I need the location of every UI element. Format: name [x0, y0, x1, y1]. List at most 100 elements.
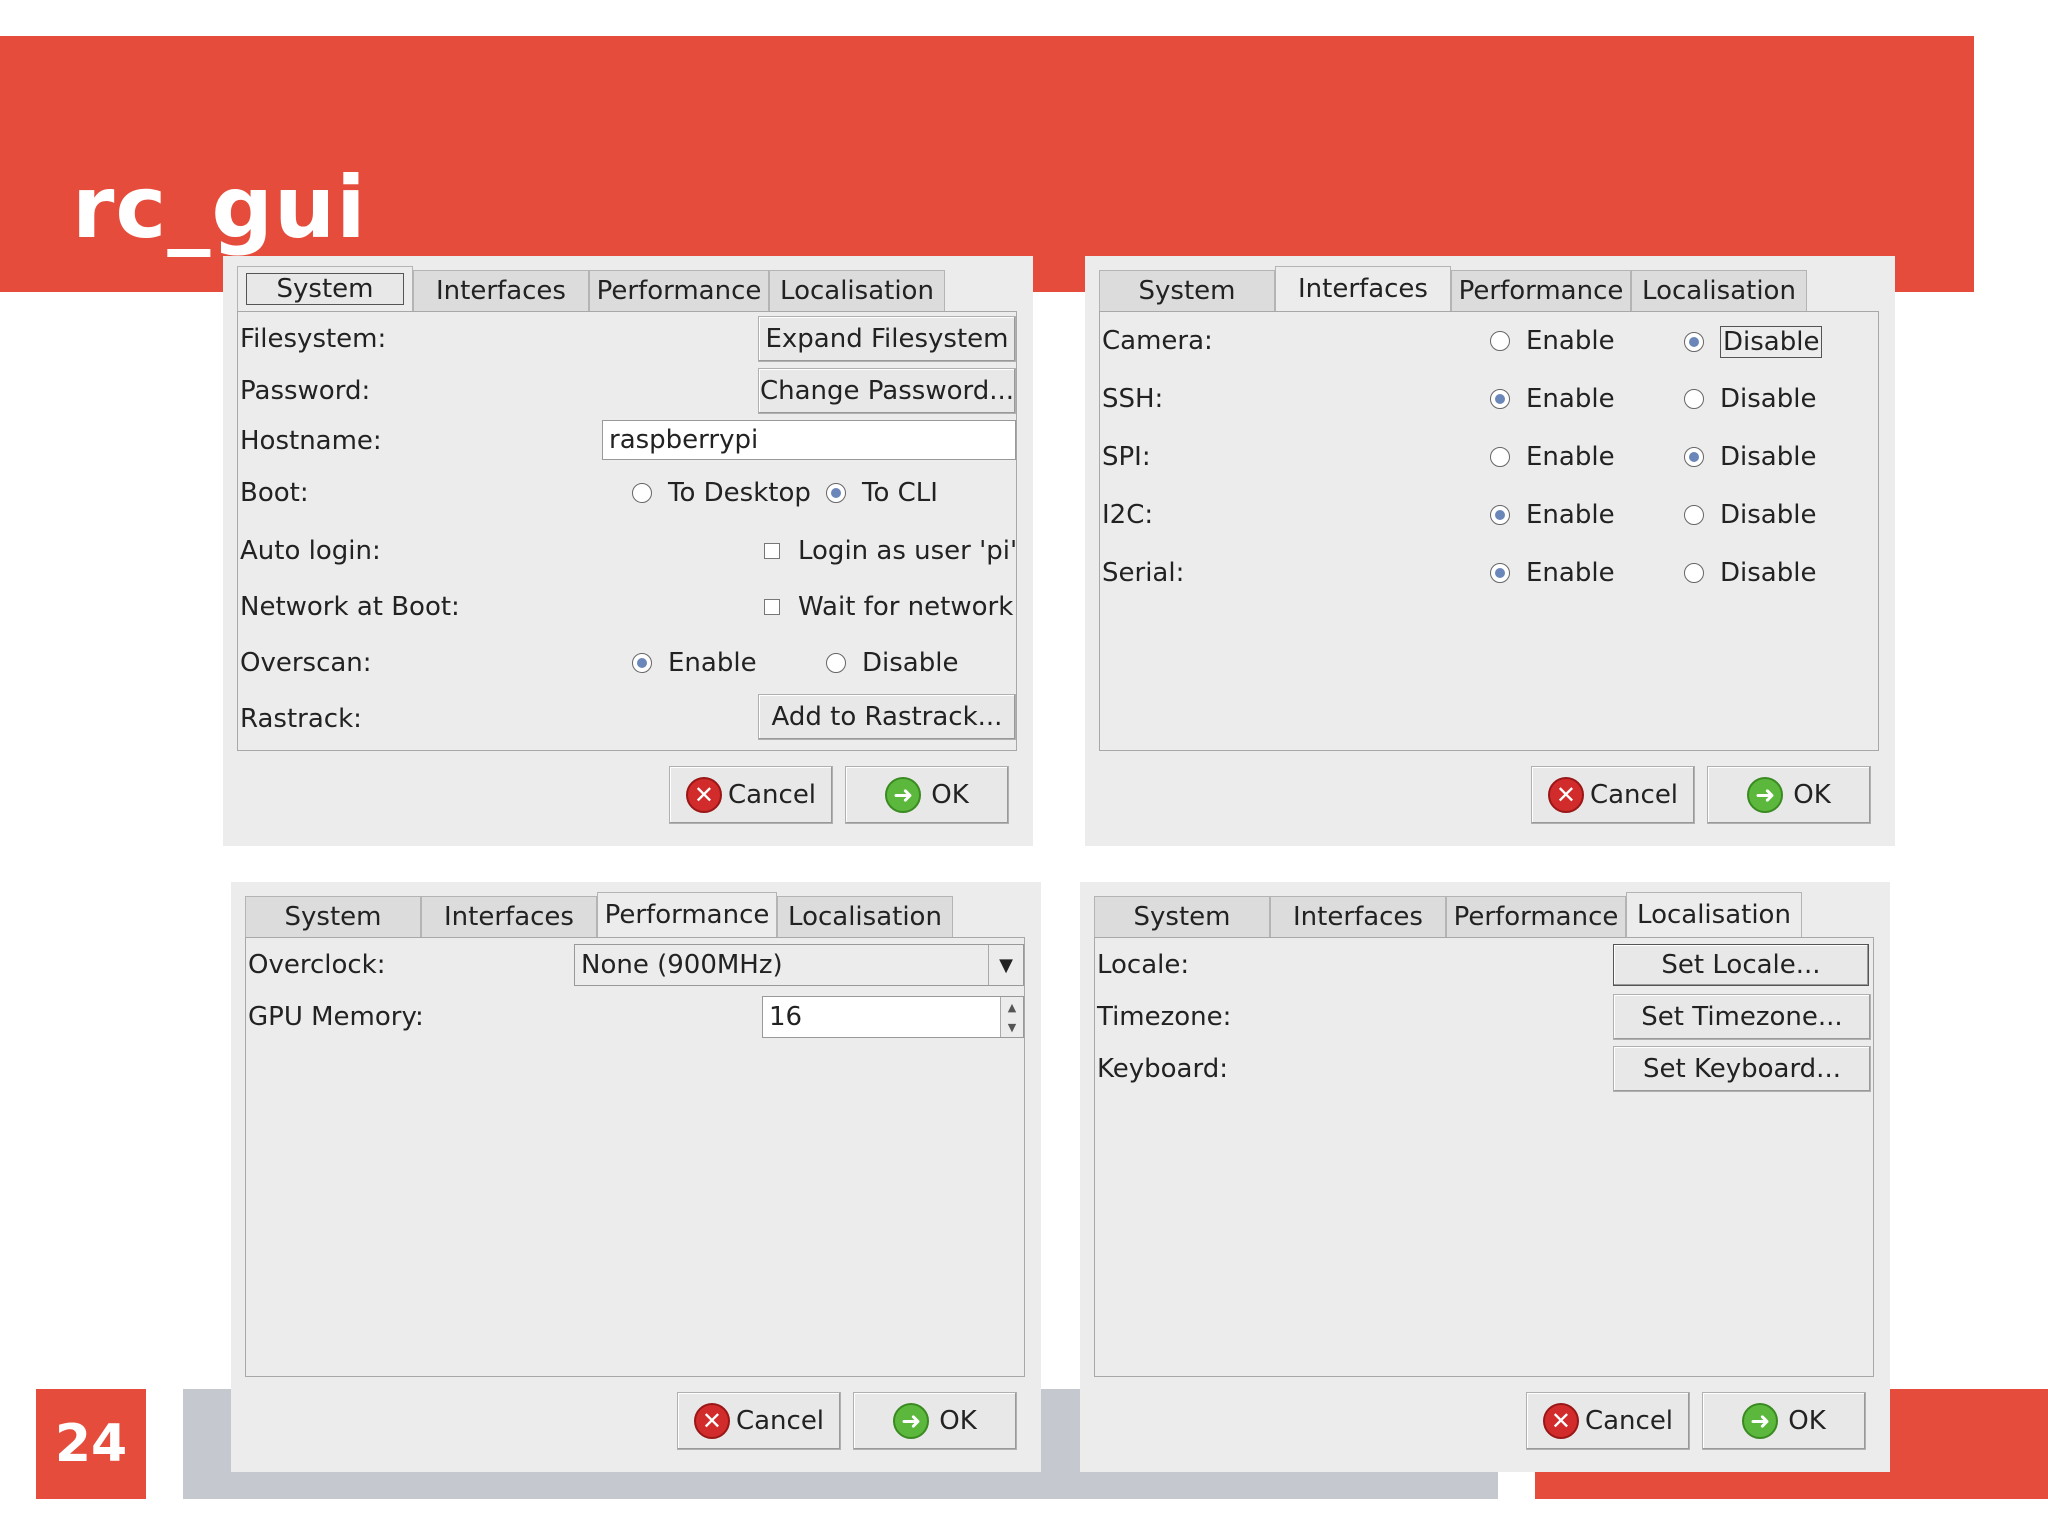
overscan-disable-radio[interactable]: Disable — [826, 648, 958, 678]
tab-localisation[interactable]: Localisation — [769, 270, 945, 311]
dialog-localisation: System Interfaces Performance Localisati… — [1080, 882, 1890, 1472]
cancel-button[interactable]: ✕ Cancel — [1531, 766, 1695, 824]
dialog-system: System Interfaces Performance Localisati… — [223, 256, 1033, 846]
network-checkbox[interactable]: Wait for network — [764, 592, 1013, 622]
cancel-label: Cancel — [735, 1406, 825, 1436]
cancel-button[interactable]: ✕ Cancel — [677, 1392, 841, 1450]
tab-interfaces[interactable]: Interfaces — [1275, 266, 1451, 311]
page-number: 24 — [36, 1389, 146, 1499]
expand-filesystem-button[interactable]: Expand Filesystem — [758, 316, 1016, 362]
autologin-checkbox[interactable]: Login as user 'pi' — [764, 536, 1017, 566]
boot-cli-label: To CLI — [862, 478, 938, 508]
checkbox-indicator — [764, 543, 780, 559]
set-keyboard-button[interactable]: Set Keyboard... — [1613, 1046, 1871, 1092]
interface-enable-radio[interactable]: Enable — [1490, 384, 1615, 414]
ok-button[interactable]: ➜ OK — [853, 1392, 1017, 1450]
interface-label: Camera: — [1102, 326, 1213, 356]
ok-button[interactable]: ➜ OK — [1707, 766, 1871, 824]
interface-disable-radio[interactable]: Disable — [1684, 558, 1816, 588]
disable-label: Disable — [1720, 442, 1817, 472]
tab-interfaces[interactable]: Interfaces — [421, 896, 597, 937]
cancel-icon: ✕ — [685, 777, 722, 813]
tab-system[interactable]: System — [237, 266, 413, 311]
dialog-performance: System Interfaces Performance Localisati… — [231, 882, 1041, 1472]
tab-system[interactable]: System — [1094, 896, 1270, 937]
overclock-value: None (900MHz) — [581, 950, 783, 980]
interface-row: Camera: Enable Disable — [1100, 316, 1878, 366]
cancel-button[interactable]: ✕ Cancel — [669, 766, 833, 824]
tab-performance[interactable]: Performance — [1451, 270, 1631, 311]
interface-label: SPI: — [1102, 442, 1151, 472]
radio-indicator — [1684, 505, 1704, 525]
tab-localisation[interactable]: Localisation — [1631, 270, 1807, 311]
overclock-select[interactable]: None (900MHz) ▼ — [574, 944, 1024, 986]
boot-desktop-radio[interactable]: To Desktop — [632, 478, 811, 508]
ok-button[interactable]: ➜ OK — [1702, 1392, 1866, 1450]
overscan-disable-label: Disable — [862, 648, 959, 678]
interface-enable-radio[interactable]: Enable — [1490, 558, 1615, 588]
spin-arrows-icon[interactable]: ▲ ▼ — [1000, 997, 1023, 1037]
tab-system[interactable]: System — [245, 896, 421, 937]
interface-label: SSH: — [1102, 384, 1164, 414]
network-row: Network at Boot: Wait for network — [238, 582, 1016, 632]
cancel-button[interactable]: ✕ Cancel — [1526, 1392, 1690, 1450]
ok-label: OK — [1793, 780, 1831, 810]
overscan-enable-radio[interactable]: Enable — [632, 648, 757, 678]
chevron-down-icon[interactable]: ▼ — [988, 945, 1023, 985]
radio-indicator — [1684, 447, 1704, 467]
filesystem-row: Filesystem: Expand Filesystem — [238, 314, 1016, 364]
tab-interfaces[interactable]: Interfaces — [1270, 896, 1446, 937]
enable-label: Enable — [1526, 384, 1615, 414]
interface-disable-radio[interactable]: Disable — [1684, 326, 1823, 358]
radio-indicator — [1490, 389, 1510, 409]
interface-enable-radio[interactable]: Enable — [1490, 500, 1615, 530]
change-password-button[interactable]: Change Password... — [758, 368, 1016, 414]
interface-enable-radio[interactable]: Enable — [1490, 326, 1615, 356]
filesystem-label: Filesystem: — [240, 324, 387, 354]
radio-indicator — [1490, 331, 1510, 351]
cancel-icon: ✕ — [1547, 777, 1584, 813]
interface-label: I2C: — [1102, 500, 1154, 530]
tab-localisation[interactable]: Localisation — [777, 896, 953, 937]
overscan-row: Overscan: Enable Disable — [238, 638, 1016, 688]
tab-interfaces[interactable]: Interfaces — [413, 270, 589, 311]
interface-row: SSH: Enable Disable — [1100, 374, 1878, 424]
enable-label: Enable — [1526, 442, 1615, 472]
interface-label: Serial: — [1102, 558, 1185, 588]
radio-indicator — [1684, 389, 1704, 409]
interface-enable-radio[interactable]: Enable — [1490, 442, 1615, 472]
rastrack-label: Rastrack: — [240, 704, 362, 734]
gpu-memory-value: 16 — [769, 1002, 803, 1032]
locale-row: Locale: Set Locale... — [1095, 940, 1873, 990]
add-rastrack-button[interactable]: Add to Rastrack... — [758, 694, 1016, 740]
tab-bar: System Interfaces Performance Localisati… — [1099, 266, 1807, 311]
set-timezone-button[interactable]: Set Timezone... — [1613, 994, 1871, 1040]
cancel-icon: ✕ — [1542, 1403, 1579, 1439]
tab-bar: System Interfaces Performance Localisati… — [1094, 892, 1802, 937]
tab-bar: System Interfaces Performance Localisati… — [245, 892, 953, 937]
tab-localisation[interactable]: Localisation — [1626, 892, 1802, 937]
hostname-input[interactable]: raspberrypi — [602, 420, 1016, 460]
tab-performance[interactable]: Performance — [597, 892, 777, 937]
interface-disable-radio[interactable]: Disable — [1684, 500, 1816, 530]
interface-disable-radio[interactable]: Disable — [1684, 384, 1816, 414]
ok-label: OK — [939, 1406, 977, 1436]
ok-button[interactable]: ➜ OK — [845, 766, 1009, 824]
gpu-memory-spinbox[interactable]: 16 ▲ ▼ — [762, 996, 1024, 1038]
password-row: Password: Change Password... — [238, 366, 1016, 416]
tab-panel: Overclock: None (900MHz) ▼ GPU Memory: 1… — [245, 937, 1025, 1377]
interface-row: SPI: Enable Disable — [1100, 432, 1878, 482]
tab-performance[interactable]: Performance — [1446, 896, 1626, 937]
hostname-label: Hostname: — [240, 426, 382, 456]
tab-bar: System Interfaces Performance Localisati… — [237, 266, 945, 311]
checkbox-indicator — [764, 599, 780, 615]
enable-label: Enable — [1526, 326, 1615, 356]
overclock-label: Overclock: — [248, 950, 386, 980]
boot-cli-radio[interactable]: To CLI — [826, 478, 938, 508]
rastrack-row: Rastrack: Add to Rastrack... — [238, 694, 1016, 744]
set-locale-button[interactable]: Set Locale... — [1613, 944, 1869, 986]
tab-system[interactable]: System — [1099, 270, 1275, 311]
interface-disable-radio[interactable]: Disable — [1684, 442, 1816, 472]
tab-performance[interactable]: Performance — [589, 270, 769, 311]
radio-indicator — [1490, 447, 1510, 467]
